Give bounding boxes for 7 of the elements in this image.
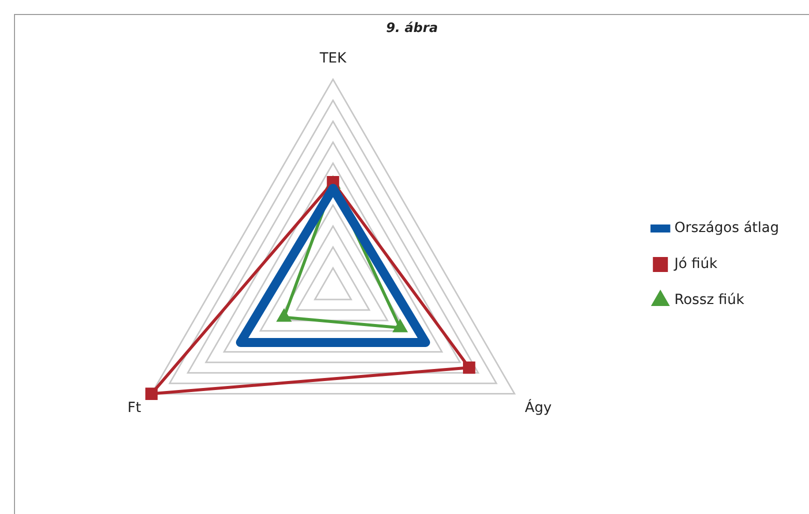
legend-label: Jó fiúk	[673, 256, 718, 272]
legend-label: Rossz fiúk	[674, 292, 746, 308]
chart-title: 9. ábra	[386, 21, 438, 36]
spoke-label: Ft	[128, 400, 142, 416]
spoke-label: TEK	[318, 50, 348, 67]
legend-label: Országos átlag	[674, 220, 780, 236]
spoke-label: Ágy	[524, 398, 552, 416]
